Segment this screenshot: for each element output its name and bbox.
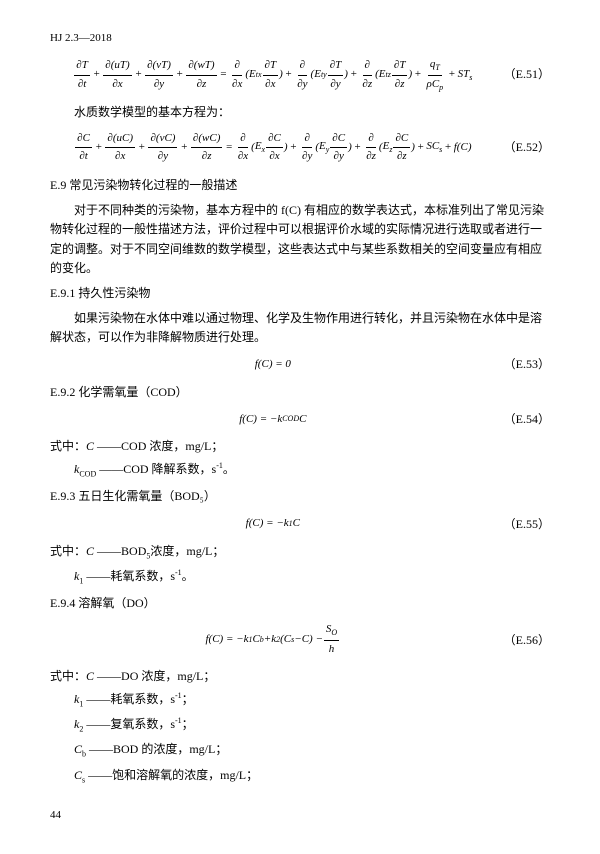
defs-e94: 式中：C ——DO 浓度，mg/L； bbox=[50, 667, 550, 686]
equation-e55: f(C) = −k1C （E.55） bbox=[50, 515, 550, 534]
section-e94: E.9.4 溶解氧（DO） bbox=[50, 594, 550, 613]
para-intro: 水质数学模型的基本方程为： bbox=[50, 103, 550, 122]
header-code: HJ 2.3—2018 bbox=[50, 30, 550, 48]
def-e94-4: Cb ——BOD 的浓度，mg/L； bbox=[74, 740, 550, 761]
eq-label-e56: （E.56） bbox=[504, 631, 550, 650]
section-e9: E.9 常见污染物转化过程的一般描述 bbox=[50, 176, 550, 195]
def-prefix: 式中： bbox=[50, 439, 86, 453]
def-e92-2: kCOD ——COD 降解系数，s-1。 bbox=[74, 460, 550, 481]
eq-label-e52: （E.52） bbox=[504, 138, 550, 157]
eq-label-e51: （E.51） bbox=[504, 65, 550, 84]
equation-e51: ∂T∂t+ ∂(uT)∂x+ ∂(vT)∂y+ ∂(wT)∂z= ∂∂x(Etx… bbox=[50, 56, 550, 95]
para-e91: 如果污染物在水体中难以通过物理、化学及生物作用进行转化，并且污染物在水体中是溶解… bbox=[50, 309, 550, 347]
equation-e53: f(C) = 0 （E.53） bbox=[50, 355, 550, 374]
section-e93: E.9.3 五日生化需氧量（BOD₅） bbox=[50, 487, 550, 506]
def-e94-5: Cs ——饱和溶解氧的浓度，mg/L； bbox=[74, 766, 550, 787]
para-e9-desc: 对于不同种类的污染物，基本方程中的 f(C) 有相应的数学表达式，本标准列出了常… bbox=[50, 201, 550, 278]
def-e94-3: k2 ——复氧系数，s-1； bbox=[74, 715, 550, 736]
equation-e52: ∂C∂t+ ∂(uC)∂x+ ∂(vC)∂y+ ∂(wC)∂z= ∂∂x(Ex∂… bbox=[50, 130, 550, 166]
eq-label-e54: （E.54） bbox=[504, 410, 550, 429]
equation-e54: f(C) = −kCODC （E.54） bbox=[50, 410, 550, 429]
section-e91: E.9.1 持久性污染物 bbox=[50, 284, 550, 303]
section-e92: E.9.2 化学需氧量（COD） bbox=[50, 383, 550, 402]
equation-e56: f(C) = −k1Cb + k2(Cs − C) − SOh （E.56） bbox=[50, 621, 550, 659]
def-e93-2: k1 ——耗氧系数，s-1。 bbox=[74, 567, 550, 588]
def-e94-2: k1 ——耗氧系数，s-1； bbox=[74, 690, 550, 711]
defs-e92: 式中：C ——COD 浓度，mg/L； bbox=[50, 437, 550, 456]
defs-e93: 式中：C ——BOD5浓度，mg/L； bbox=[50, 542, 550, 563]
page-number: 44 bbox=[50, 807, 550, 825]
eq-label-e55: （E.55） bbox=[504, 515, 550, 534]
eq-label-e53: （E.53） bbox=[504, 355, 550, 374]
